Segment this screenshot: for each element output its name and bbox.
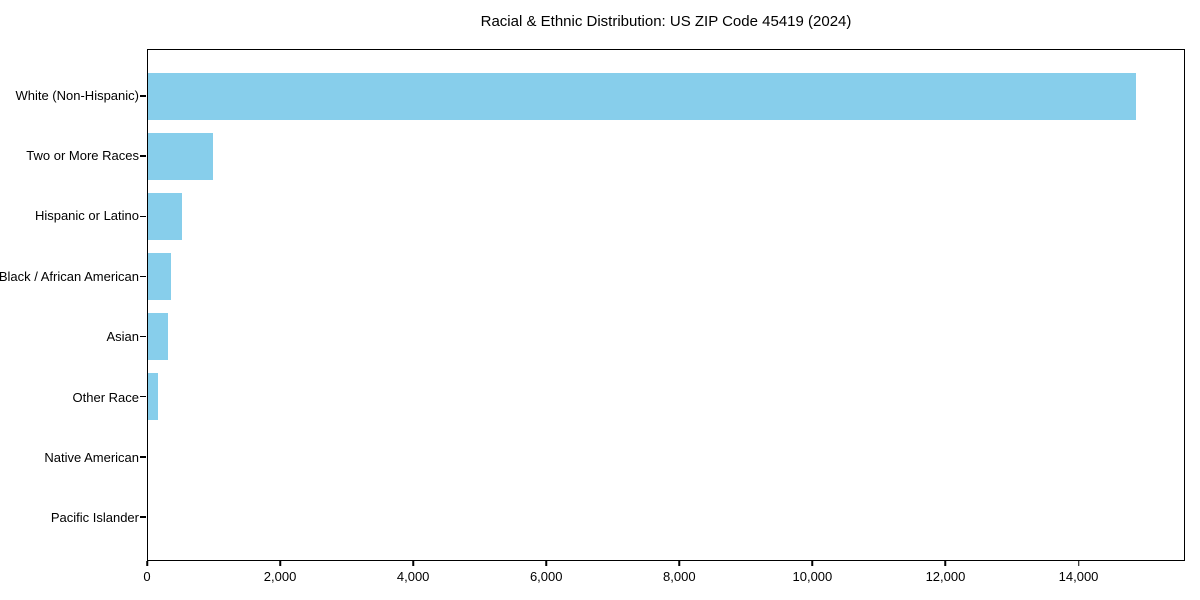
y-axis-label: White (Non-Hispanic) (15, 87, 139, 103)
y-axis-tick (140, 215, 146, 218)
bar-row (140, 126, 1184, 186)
y-axis-tick (140, 95, 146, 97)
y-axis-tick (140, 456, 146, 458)
y-axis-label: Asian (106, 329, 139, 345)
y-axis-label: Other Race (72, 389, 139, 405)
bar (148, 132, 214, 180)
y-axis-tick (140, 155, 146, 157)
x-axis-tick-label: 2,000 (263, 569, 297, 584)
x-axis-tick-label: 14,000 (1058, 569, 1099, 584)
y-axis-label: Hispanic or Latino (34, 208, 139, 224)
bar-row (140, 246, 1184, 306)
bar-row (140, 307, 1184, 367)
y-axis-label: Two or More Races (26, 148, 139, 164)
bar-row (140, 427, 1184, 487)
y-axis-labels: White (Non-Hispanic) Two or More Races His… (0, 49, 139, 561)
x-axis-tick-label: 4,000 (396, 569, 430, 584)
x-axis-tick-label: 10,000 (792, 569, 833, 584)
x-axis: 0 2,000 4,000 6,000 8,000 10,000 12,000 14,000 (143, 561, 1185, 597)
x-axis-tick (811, 561, 814, 566)
x-axis-tick-label: 12,000 (925, 569, 966, 584)
bar (148, 313, 168, 361)
chart-title: Racial & Ethnic Distribution: US ZIP Cod… (480, 13, 852, 30)
x-axis-tick (1077, 561, 1080, 566)
plot-rows (140, 50, 1184, 560)
bar-row (140, 186, 1184, 246)
plot-area (140, 49, 1185, 561)
bar (148, 72, 1136, 120)
x-axis-tick-label: 8,000 (663, 569, 696, 584)
x-axis-tick-label: 6,000 (529, 569, 563, 584)
bar (148, 252, 172, 300)
x-axis-tick (146, 561, 148, 566)
y-axis-label: Pacific Islander (50, 510, 139, 526)
y-axis-tick (140, 395, 146, 398)
bar-row (140, 487, 1184, 547)
y-axis-label: Black / African American (0, 268, 139, 284)
x-axis-tick (412, 561, 414, 566)
x-axis-tick (279, 561, 281, 566)
x-axis-tick (678, 561, 681, 566)
bar-row (140, 367, 1184, 427)
y-axis-label: Native American (44, 449, 139, 465)
y-axis-tick (140, 516, 146, 518)
x-axis-tick (944, 561, 947, 566)
y-axis-tick (140, 275, 146, 278)
bar-row (140, 66, 1184, 126)
bar (148, 373, 158, 421)
x-axis-tick (545, 561, 547, 566)
y-axis-tick (140, 335, 146, 338)
x-axis-tick-label: 0 (143, 569, 151, 584)
bar (148, 192, 182, 240)
